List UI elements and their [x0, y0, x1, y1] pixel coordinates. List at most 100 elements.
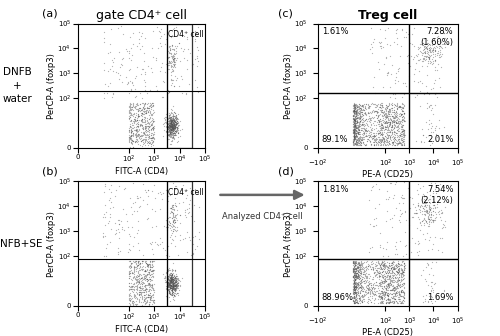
Point: [351, 296, 359, 301]
Point: [128, 126, 136, 131]
Point: [377, 118, 385, 124]
Point: [170, 113, 178, 119]
Point: [171, 227, 179, 233]
Point: [136, 261, 143, 266]
Point: [374, 294, 382, 299]
Point: [350, 133, 358, 138]
Point: [391, 115, 399, 121]
Point: [351, 265, 359, 271]
Point: [192, 56, 200, 62]
Point: [170, 121, 178, 126]
Point: [354, 129, 362, 135]
Point: [377, 283, 385, 289]
Point: [420, 220, 428, 226]
Point: [174, 40, 182, 45]
Point: [386, 292, 394, 297]
Point: [160, 120, 168, 126]
Point: [350, 109, 358, 114]
Point: [390, 193, 398, 198]
Point: [382, 126, 390, 132]
Point: [168, 124, 176, 129]
Point: [138, 122, 146, 127]
Point: [166, 134, 174, 139]
Point: [394, 116, 402, 121]
Point: [118, 225, 126, 230]
Point: [395, 103, 403, 109]
Point: [366, 133, 374, 139]
Point: [357, 285, 365, 290]
Point: [352, 131, 360, 136]
Point: [141, 118, 149, 123]
Point: [146, 103, 154, 109]
Point: [148, 268, 156, 274]
Point: [391, 80, 399, 86]
Point: [388, 120, 396, 125]
Point: [384, 114, 392, 119]
Point: [141, 292, 149, 298]
Point: [126, 293, 134, 299]
Point: [419, 56, 427, 61]
Point: [372, 271, 380, 277]
Point: [140, 127, 148, 132]
Point: [128, 298, 136, 303]
Point: [168, 274, 175, 280]
Point: [138, 264, 145, 269]
Point: [424, 55, 432, 60]
Point: [418, 293, 426, 299]
Point: [421, 48, 429, 53]
Point: [138, 137, 146, 143]
Point: [400, 196, 408, 201]
Point: [135, 248, 143, 253]
Point: [356, 118, 364, 124]
Point: [140, 303, 148, 308]
Point: [350, 126, 358, 132]
Point: [432, 94, 440, 99]
Point: [106, 195, 114, 200]
Point: [168, 61, 176, 67]
Point: [140, 111, 147, 117]
Point: [390, 142, 398, 148]
Point: [352, 115, 360, 120]
Point: [164, 60, 172, 66]
Point: [354, 125, 362, 130]
Point: [164, 133, 172, 138]
Point: [382, 275, 390, 280]
Point: [424, 46, 432, 52]
Point: [390, 136, 398, 141]
Point: [350, 134, 358, 139]
Point: [436, 43, 444, 49]
Point: [366, 288, 374, 294]
Point: [383, 120, 391, 125]
Point: [386, 280, 394, 285]
Point: [168, 280, 175, 285]
Point: [440, 124, 448, 129]
Point: [396, 300, 404, 305]
Point: [132, 302, 140, 307]
Point: [376, 119, 384, 125]
Point: [352, 122, 360, 128]
Point: [352, 138, 360, 144]
Point: [166, 281, 174, 286]
Point: [168, 280, 175, 285]
Point: [352, 127, 360, 133]
Point: [156, 235, 164, 241]
Point: [352, 277, 360, 283]
Point: [373, 115, 381, 121]
Point: [394, 300, 402, 306]
Point: [164, 288, 172, 293]
Point: [440, 287, 448, 293]
Point: [144, 280, 152, 285]
Point: [396, 126, 404, 131]
Point: [356, 106, 364, 111]
Point: [388, 266, 396, 271]
Point: [436, 38, 444, 43]
Point: [356, 278, 364, 284]
Point: [358, 271, 366, 277]
Point: [424, 230, 432, 236]
Point: [126, 273, 134, 278]
Point: [425, 205, 433, 210]
Point: [169, 277, 177, 282]
Point: [142, 125, 150, 130]
Point: [166, 132, 174, 137]
Point: [434, 247, 442, 253]
